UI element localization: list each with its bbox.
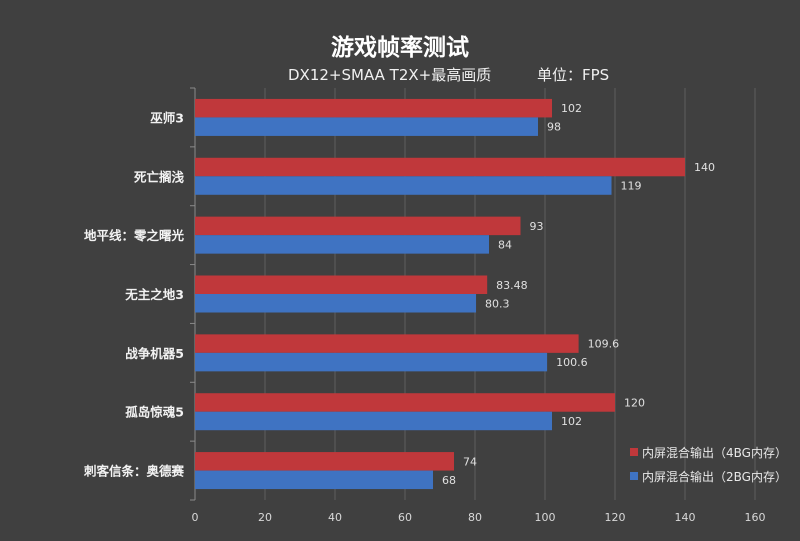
x-tick-label: 120: [605, 511, 626, 524]
bar-series-1: [195, 98, 552, 118]
chart-title: 游戏帧率测试: [331, 35, 469, 61]
bar-series-2: [195, 294, 477, 313]
value-label: 74: [463, 455, 477, 468]
bar-series-2: [195, 235, 489, 254]
x-tick-label: 100: [535, 511, 556, 524]
x-tick-label: 80: [468, 511, 482, 524]
bar-series-1: [195, 216, 521, 236]
value-label: 100.6: [556, 356, 588, 369]
x-tick-label: 60: [398, 511, 412, 524]
value-label: 109.6: [588, 338, 620, 351]
value-label: 80.3: [485, 297, 510, 310]
category-label: 巫师3: [150, 110, 184, 125]
bar-series-1: [195, 452, 454, 471]
x-tick-label: 160: [745, 511, 766, 524]
bar-series-1: [195, 334, 579, 353]
x-tick-label: 140: [675, 511, 696, 524]
legend-item-series-1: 内屏混合输出（4BG内存）: [630, 440, 787, 464]
category-label: 地平线：零之曙光: [84, 228, 185, 243]
value-label: 102: [561, 102, 582, 115]
x-tick-label: 40: [328, 511, 342, 524]
legend-swatch-series-2: [630, 472, 638, 480]
x-tick-label: 0: [192, 511, 199, 524]
x-tick-label: 20: [258, 511, 272, 524]
bar-series-2: [195, 117, 538, 136]
value-label: 140: [694, 161, 715, 174]
value-label: 120: [624, 396, 645, 409]
value-label: 119: [621, 180, 642, 193]
value-label: 68: [442, 474, 456, 487]
value-label: 84: [498, 238, 512, 251]
value-label: 93: [530, 220, 544, 233]
legend-swatch-series-1: [630, 448, 638, 456]
value-label: 98: [547, 121, 561, 134]
category-label: 战争机器5: [125, 346, 184, 361]
bar-series-1: [195, 393, 615, 412]
chart-subtitle: DX12+SMAA T2X+最高画质: [288, 66, 492, 84]
category-label: 刺客信条：奥德赛: [83, 464, 185, 479]
bar-series-2: [195, 470, 433, 490]
bar-series-2: [195, 411, 552, 431]
value-label: 83.48: [496, 279, 528, 292]
bar-series-1: [195, 275, 488, 294]
bar-series-2: [195, 176, 612, 195]
bar-series-2: [195, 352, 548, 372]
legend-item-series-2: 内屏混合输出（2BG内存）: [630, 464, 787, 488]
category-label: 孤岛惊魂5: [125, 405, 184, 420]
value-label: 102: [561, 415, 582, 428]
unit-label: 单位：FPS: [537, 66, 610, 84]
legend-label-series-2: 内屏混合输出（2BG内存）: [642, 469, 787, 484]
category-label: 死亡搁浅: [133, 169, 185, 184]
legend-label-series-1: 内屏混合输出（4BG内存）: [642, 445, 787, 460]
bar-series-1: [195, 157, 685, 177]
category-label: 无主之地3: [124, 287, 184, 302]
chart-legend: 内屏混合输出（4BG内存） 内屏混合输出（2BG内存）: [630, 440, 787, 488]
